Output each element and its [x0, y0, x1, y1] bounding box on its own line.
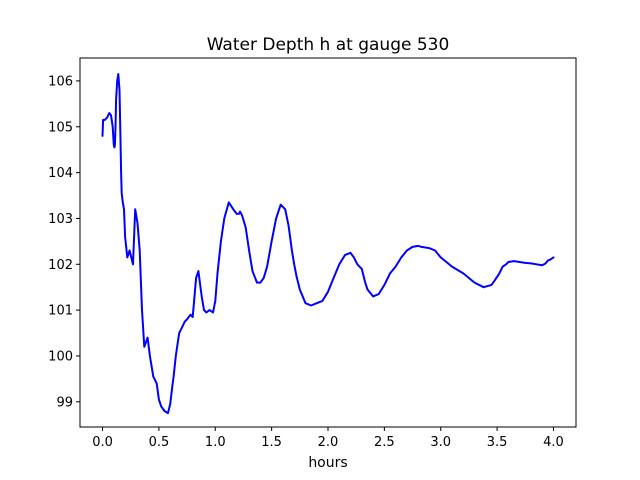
y-tick-label: 99: [56, 395, 73, 410]
y-tick-label: 101: [48, 304, 73, 319]
y-tick-label: 105: [48, 120, 73, 135]
x-tick-label: 1.0: [205, 435, 226, 450]
x-axis-label: hours: [308, 455, 347, 471]
plot-frame: [79, 57, 577, 428]
x-tick-label: 0.5: [149, 435, 170, 450]
y-tick-label: 103: [48, 212, 73, 227]
chart-title: Water Depth h at gauge 530: [207, 35, 450, 55]
x-tick-label: 2.0: [318, 435, 339, 450]
y-tick-label: 106: [48, 74, 73, 89]
x-axis: 0.0 0.5 1.0 1.5 2.0 2.5 3.0 3.5 4.0: [92, 427, 564, 450]
y-tick-label: 100: [48, 349, 73, 364]
x-tick-label: 1.5: [261, 435, 282, 450]
x-tick-label: 3.5: [487, 435, 508, 450]
y-tick-label: 104: [48, 166, 73, 181]
x-tick-label: 0.0: [92, 435, 113, 450]
x-tick-label: 2.5: [374, 435, 395, 450]
x-tick-label: 3.0: [430, 435, 451, 450]
y-axis: 99 100 101 102 103 104 105 106: [48, 74, 80, 410]
x-tick-label: 4.0: [543, 435, 564, 450]
y-tick-label: 102: [48, 258, 73, 273]
series-line-0: [101, 73, 555, 415]
